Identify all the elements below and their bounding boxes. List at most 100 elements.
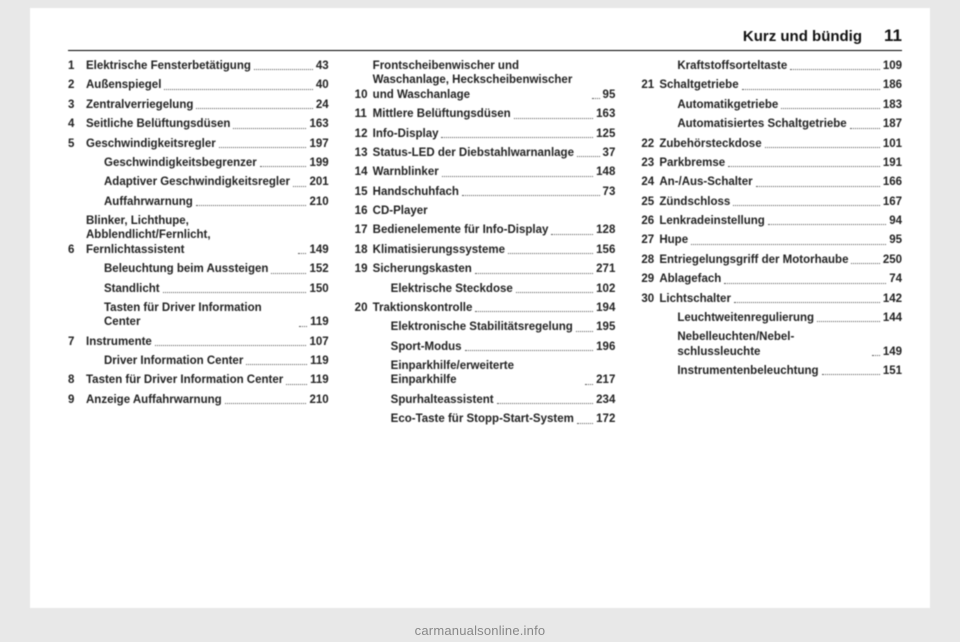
entry-label: CD-Player <box>373 204 428 218</box>
index-entry: 29Ablagefach74 <box>641 272 902 286</box>
entry-page: 95 <box>603 88 616 102</box>
index-entry: Automatisiertes Schaltgetriebe187 <box>659 117 902 131</box>
leader-dots <box>576 331 593 332</box>
index-entry: 7Instrumente107 <box>68 335 329 349</box>
index-column: 1Elektrische Fensterbetätigung432Außensp… <box>68 59 329 432</box>
entry-number: 26 <box>641 214 659 228</box>
entry-label: Mittlere Belüftungsdüsen <box>373 107 511 121</box>
index-entry: Kraftstoffsorteltaste 109 <box>659 59 902 73</box>
entry-page: 197 <box>309 137 328 151</box>
leader-dots <box>298 253 306 254</box>
leader-dots <box>768 224 886 225</box>
entry-page: 191 <box>883 156 902 170</box>
entry-page: 149 <box>309 243 328 257</box>
leader-dots <box>514 118 593 119</box>
entry-page: 194 <box>596 301 615 315</box>
leader-dots <box>733 205 880 206</box>
page-number: 11 <box>884 26 902 46</box>
leader-dots <box>219 147 307 148</box>
index-entry: 9Anzeige Auffahrwarnung210 <box>68 393 329 407</box>
index-entry: 23Parkbremse 191 <box>641 156 902 170</box>
entry-number: 27 <box>641 233 659 247</box>
index-entry: 26Lenkradeinstellung94 <box>641 214 902 228</box>
entry-page: 119 <box>310 354 329 368</box>
entry-page: 152 <box>309 262 328 276</box>
index-entry: Elektrische Steckdose102 <box>373 282 616 296</box>
index-entry: Instrumentenbeleuchtung151 <box>659 364 902 378</box>
entry-label: Zubehörsteckdose <box>659 137 761 151</box>
leader-dots <box>577 156 600 157</box>
entry-number: 11 <box>355 107 373 121</box>
entry-page: 94 <box>889 214 902 228</box>
entry-page: 250 <box>883 253 902 267</box>
entry-page: 163 <box>309 117 328 131</box>
entry-label: Kraftstoffsorteltaste <box>677 59 787 73</box>
entry-label: Adaptiver Geschwindig­keitsregler <box>104 175 290 189</box>
entry-page: 183 <box>883 98 902 112</box>
entry-page: 109 <box>883 59 902 73</box>
entry-page: 234 <box>596 393 615 407</box>
index-entry: Standlicht150 <box>86 282 329 296</box>
entry-page: 73 <box>603 185 616 199</box>
index-entry: 8Tasten für Driver Information Center119 <box>68 373 329 387</box>
leader-dots <box>742 89 880 90</box>
index-entry: Adaptiver Geschwindig­keitsregler 201 <box>86 175 329 189</box>
index-entry: 11Mittlere Belüftungsdüsen163 <box>355 107 616 121</box>
leader-dots <box>577 423 593 424</box>
index-entry: 28Entriegelungsgriff der Motorhaube250 <box>641 253 902 267</box>
index-entry: Tasten für Driver Information Center119 <box>86 301 329 330</box>
index-entry: Einparkhilfe/erweiterte Einparkhilfe217 <box>373 359 616 388</box>
entry-page: 101 <box>883 137 902 151</box>
index-entry: 27Hupe95 <box>641 233 902 247</box>
index-entry: Nebelleuchten/Nebel­schlussleuchte149 <box>659 330 902 359</box>
entry-number: 18 <box>355 243 373 257</box>
entry-page: 156 <box>596 243 615 257</box>
leader-dots <box>299 326 307 327</box>
entry-page: 40 <box>316 78 329 92</box>
index-entry: 5Geschwindigkeitsregler197 <box>68 137 329 151</box>
index-columns: 1Elektrische Fensterbetätigung432Außensp… <box>68 59 902 432</box>
entry-label: Bedienelemente für Info-Display <box>373 223 549 237</box>
entry-page: 24 <box>316 98 329 112</box>
entry-label: Elektrische Steckdose <box>391 282 513 296</box>
entry-page: 119 <box>310 315 329 329</box>
entry-label: Außenspiegel <box>86 78 161 92</box>
entry-page: 151 <box>883 364 902 378</box>
entry-number: 23 <box>641 156 659 170</box>
index-entry: 2Außenspiegel40 <box>68 78 329 92</box>
entry-number: 4 <box>68 117 86 131</box>
entry-label: Sicherungskasten <box>373 262 472 276</box>
entry-label: Anzeige Auffahrwarnung <box>86 393 222 407</box>
entry-page: 217 <box>596 373 615 387</box>
entry-page: 201 <box>309 175 328 189</box>
leader-dots <box>765 147 880 148</box>
entry-page: 144 <box>883 311 902 325</box>
leader-dots <box>822 374 880 375</box>
entry-page: 172 <box>596 412 615 426</box>
entry-page: 199 <box>309 156 328 170</box>
leader-dots <box>271 273 306 274</box>
leader-dots <box>164 89 312 90</box>
leader-dots <box>724 283 886 284</box>
entry-page: 74 <box>889 272 902 286</box>
entry-page: 210 <box>309 195 328 209</box>
index-entry: 13Status-LED der Diebstahl­warnanlage37 <box>355 146 616 160</box>
entry-number: 5 <box>68 137 86 151</box>
entry-label: Parkbremse <box>659 156 725 170</box>
entry-page: 210 <box>309 393 328 407</box>
index-entry: Auffahrwarnung210 <box>86 195 329 209</box>
entry-page: 167 <box>883 195 902 209</box>
entry-page: 148 <box>596 165 615 179</box>
leader-dots <box>155 345 307 346</box>
leader-dots <box>286 384 307 385</box>
leader-dots <box>465 350 594 351</box>
entry-label: Tasten für Driver Information Center <box>86 373 283 387</box>
entry-number: 17 <box>355 223 373 237</box>
entry-page: 119 <box>310 373 329 387</box>
entry-label: Frontscheibenwischer und Waschanlage, He… <box>373 59 589 102</box>
entry-number: 7 <box>68 335 86 349</box>
entry-label: Instrumente <box>86 335 152 349</box>
entry-label: Hupe <box>659 233 688 247</box>
entry-number: 10 <box>355 88 373 102</box>
entry-label: Sport-Modus <box>391 340 462 354</box>
